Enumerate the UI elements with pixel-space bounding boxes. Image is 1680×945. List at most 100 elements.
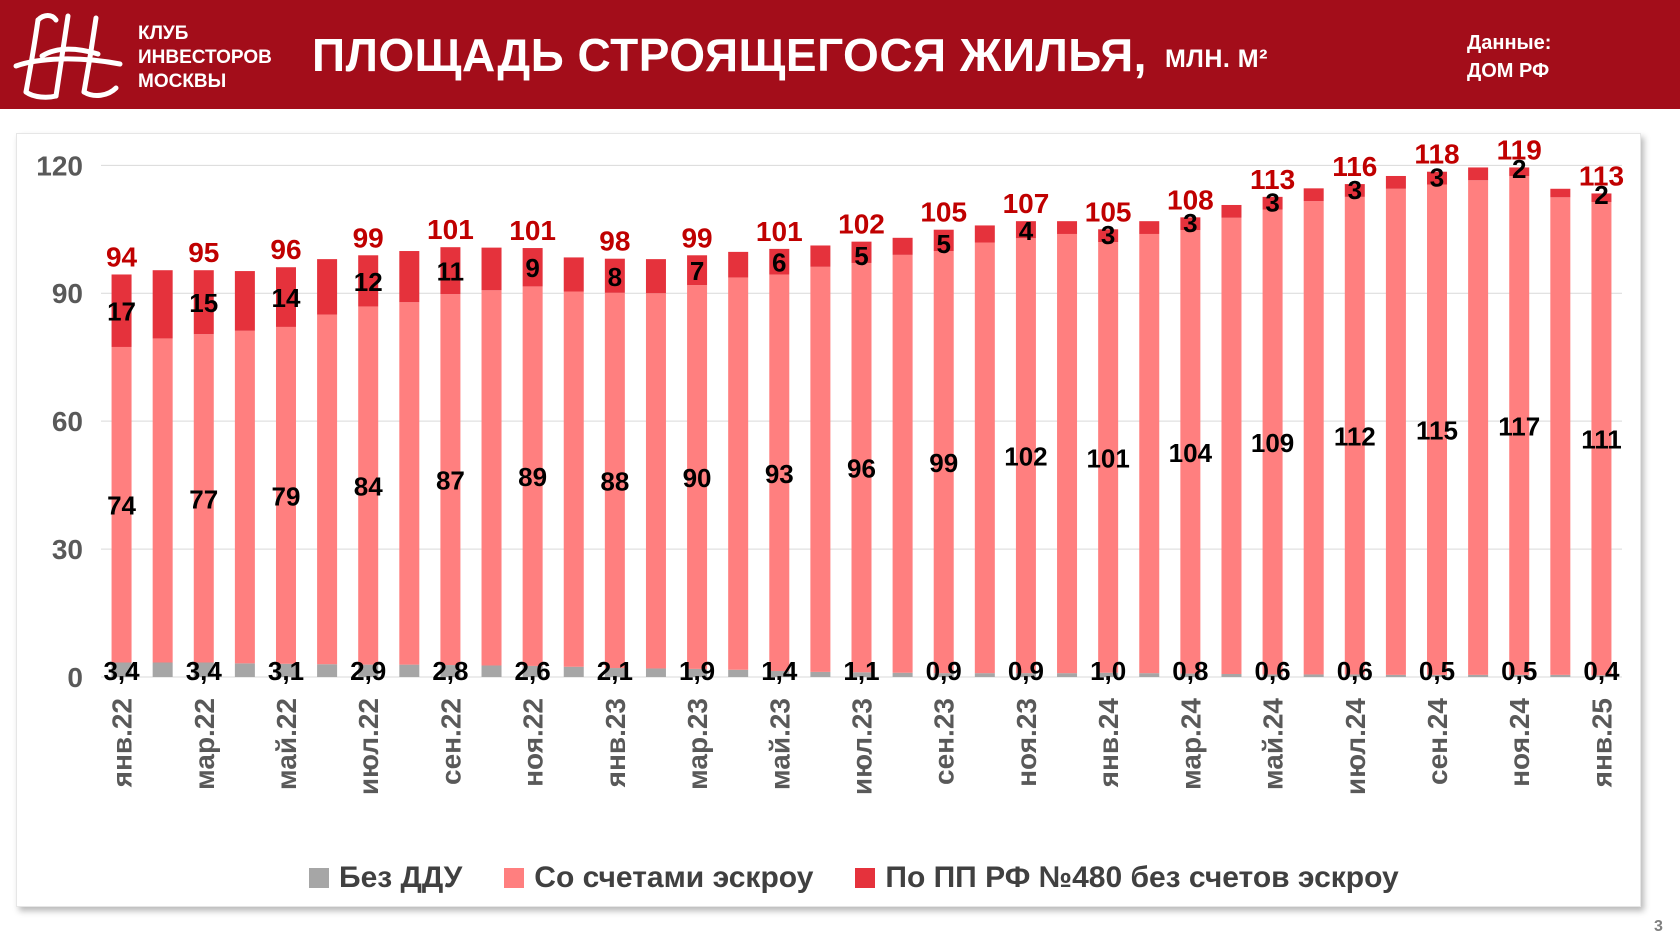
- bar-segment-pp480: [193, 270, 214, 335]
- data-label-escrow: 88: [600, 466, 629, 496]
- bar-segment-escrow: [152, 338, 173, 663]
- data-label-escrow: 111: [1581, 425, 1622, 455]
- bar-segment-escrow: [399, 302, 420, 665]
- data-label-total: 118: [1414, 139, 1459, 170]
- data-label-total: 96: [270, 234, 301, 265]
- bar-segment-pp480: [317, 259, 338, 315]
- source-value: ДОМ РФ: [1467, 60, 1550, 82]
- bar-segment-escrow: [1139, 233, 1160, 674]
- bar-segment-pp480: [1591, 193, 1612, 202]
- y-tick-label: 120: [36, 150, 83, 181]
- bar-segment-escrow: [563, 291, 584, 667]
- bar-segment-pp480: [1057, 221, 1078, 234]
- source-label: Данные:: [1467, 32, 1552, 54]
- x-tick-label: июл.23: [847, 698, 878, 795]
- data-label-escrow: 102: [1004, 442, 1047, 472]
- bar-segment-no-ddu: [645, 668, 666, 677]
- bar-segment-no-ddu: [234, 663, 255, 677]
- bar-segment-escrow: [892, 254, 913, 673]
- data-label-no-ddu: 3,4: [186, 656, 223, 686]
- bar-segment-pp480: [1550, 188, 1571, 198]
- bar-segment-no-ddu: [769, 671, 790, 677]
- data-label-escrow: 84: [354, 472, 383, 502]
- data-label-pp480: 6: [772, 248, 786, 278]
- bar-segment-no-ddu: [522, 665, 543, 677]
- bar-segment-pp480: [522, 248, 543, 287]
- club-name-line: ИНВЕСТОРОВ: [138, 47, 272, 68]
- bar-segment-no-ddu: [111, 662, 132, 677]
- bar-segment-no-ddu: [1303, 674, 1324, 677]
- bar-segment-escrow: [1509, 175, 1530, 675]
- data-label-escrow: 117: [1498, 411, 1540, 441]
- bar-segment-pp480: [892, 237, 913, 255]
- data-label-escrow: 93: [765, 459, 794, 489]
- data-label-pp480: 3: [1183, 208, 1197, 238]
- bar-segment-escrow: [728, 277, 749, 670]
- bar-segment-no-ddu: [687, 668, 708, 677]
- bar-segment-no-ddu: [728, 669, 749, 677]
- legend-swatch-no-ddu: [309, 868, 329, 888]
- data-label-total: 101: [756, 216, 803, 247]
- bar-segment-pp480: [481, 247, 502, 291]
- data-label-escrow: 101: [1086, 443, 1129, 473]
- bar-segment-no-ddu: [1221, 674, 1242, 677]
- bar-segment-no-ddu: [1344, 674, 1365, 677]
- bar-segment-pp480: [728, 251, 749, 278]
- bar-segment-pp480: [358, 255, 379, 307]
- data-label-no-ddu: 1,0: [1090, 656, 1126, 686]
- x-tick-label: сен.24: [1422, 698, 1453, 785]
- bar-segment-escrow: [440, 294, 461, 666]
- x-tick-label: июл.22: [353, 698, 384, 795]
- bar-segment-no-ddu: [810, 671, 831, 677]
- legend-label: По ПП РФ №480 без счетов эскроу: [885, 861, 1399, 894]
- bar-segment-escrow: [358, 306, 379, 665]
- data-label-total: 98: [599, 226, 630, 257]
- club-name-line: КЛУБ: [138, 23, 189, 44]
- bar-segment-no-ddu: [1385, 674, 1406, 677]
- bar-segment-pp480: [933, 229, 954, 252]
- data-label-no-ddu: 0,5: [1419, 656, 1455, 686]
- chart-panel: 0 30 60 90 120 3,4 3,4 3,1 2,9 2,8 2,6 2,1 1,9 1,4 1,1…: [16, 133, 1641, 907]
- bar-segment-pp480: [275, 267, 296, 327]
- data-label-pp480: 8: [608, 262, 622, 292]
- bar-segment-escrow: [604, 292, 625, 669]
- x-tick-label: ноя.23: [1011, 698, 1042, 787]
- bar-segment-no-ddu: [1262, 674, 1283, 677]
- bar-segment-pp480: [687, 255, 708, 286]
- x-tick-label: ноя.24: [1504, 698, 1535, 787]
- data-label-total: 116: [1332, 151, 1377, 182]
- legend-label: Со счетами эскроу: [534, 861, 814, 894]
- x-tick-label: май.23: [764, 698, 795, 790]
- bar-segment-escrow: [1015, 238, 1036, 674]
- data-label-total: 119: [1497, 134, 1542, 165]
- bar-segment-no-ddu: [1591, 675, 1612, 677]
- bar-segment-pp480: [1098, 229, 1119, 243]
- page-number: 3: [1654, 918, 1663, 935]
- y-tick-label: 90: [52, 278, 83, 309]
- bar-segment-no-ddu: [933, 673, 954, 677]
- bar-segment-pp480: [111, 274, 132, 347]
- x-tick-label: сен.22: [435, 698, 466, 785]
- data-label-escrow: 96: [847, 454, 876, 484]
- bar-segment-no-ddu: [1057, 673, 1078, 677]
- chart-legend: Без ДДУ Со счетами эскроу По ПП РФ №480 …: [309, 859, 1441, 897]
- data-label-no-ddu: 0,8: [1172, 656, 1208, 686]
- title-unit: МЛН. М²: [1164, 45, 1268, 73]
- data-label-total: 94: [106, 241, 138, 272]
- data-label-escrow: 90: [683, 463, 712, 493]
- page-title: ПЛОЩАДЬ СТРОЯЩЕГОСЯ ЖИЛЬЯ, МЛН. М²: [312, 28, 1268, 82]
- bar-segment-escrow: [1057, 233, 1078, 674]
- bar-segment-no-ddu: [604, 668, 625, 677]
- data-label-pp480: 7: [690, 256, 704, 286]
- data-label-no-ddu: 2,1: [597, 656, 633, 686]
- bar-segment-pp480: [1139, 221, 1160, 234]
- bar-segment-escrow: [974, 242, 995, 674]
- data-label-pp480: 4: [1019, 216, 1034, 246]
- x-tick-label: сен.23: [929, 698, 960, 785]
- bar-segment-escrow: [1221, 217, 1242, 675]
- bar-segment-escrow: [1303, 201, 1324, 675]
- bar-segment-no-ddu: [1098, 672, 1119, 677]
- x-tick-label: май.22: [271, 698, 302, 790]
- data-label-total: 101: [427, 214, 474, 245]
- bar-segment-no-ddu: [440, 665, 461, 677]
